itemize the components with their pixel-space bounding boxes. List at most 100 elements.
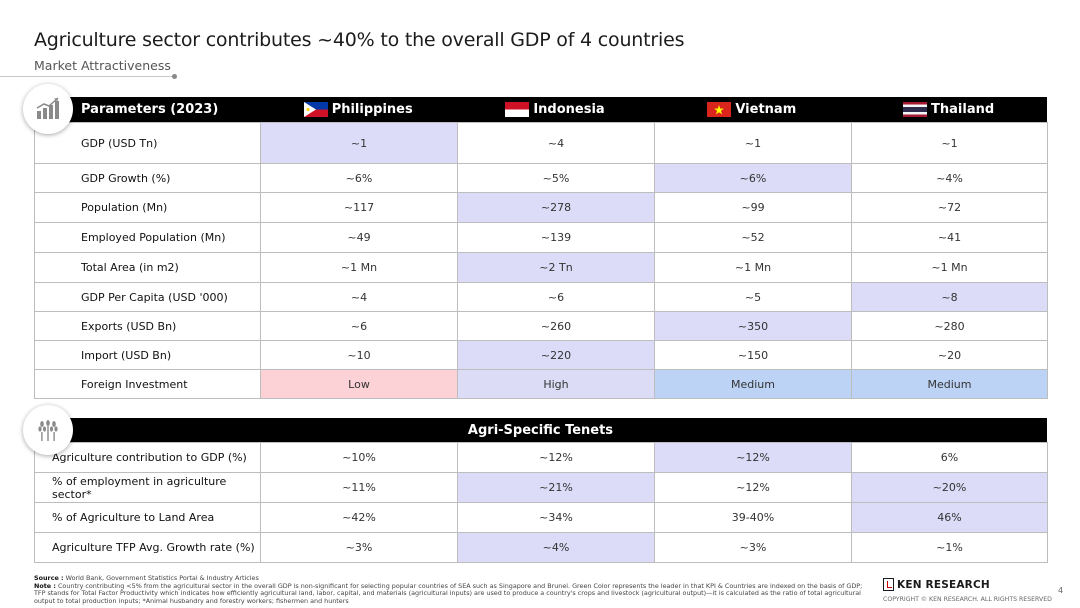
row-label: Employed Population (Mn) bbox=[34, 222, 261, 253]
wheat-icon bbox=[23, 405, 73, 455]
ken-research-logo: KEN RESEARCH bbox=[883, 578, 990, 591]
table-cell: Low bbox=[260, 369, 458, 399]
table-cell: ~12% bbox=[654, 472, 852, 503]
page-subtitle: Market Attractiveness bbox=[34, 58, 171, 73]
table-cell: ~49 bbox=[260, 222, 458, 253]
subtitle-divider bbox=[0, 76, 174, 77]
table-cell: ~21% bbox=[457, 472, 655, 503]
table-cell: ~6% bbox=[260, 163, 458, 193]
table-cell: ~6 bbox=[457, 282, 655, 312]
thailand-flag-icon bbox=[903, 102, 928, 117]
country-header-philippines: Philippines bbox=[260, 102, 457, 117]
table-row: Employed Population (Mn) ~49 ~139 ~52 ~41 bbox=[34, 222, 1048, 253]
table-row: Import (USD Bn) ~10 ~220 ~150 ~20 bbox=[34, 340, 1048, 370]
indonesia-flag-icon bbox=[505, 102, 530, 117]
philippines-flag-icon bbox=[303, 102, 328, 117]
row-label: Population (Mn) bbox=[34, 192, 261, 223]
agri-tenets-header: Agri-Specific Tenets bbox=[34, 418, 1047, 442]
logo-text: KEN RESEARCH bbox=[897, 578, 990, 591]
table-cell: ~8 bbox=[851, 282, 1048, 312]
ken-research-logo-mark-icon bbox=[883, 578, 894, 591]
table-cell: ~4 bbox=[457, 122, 655, 164]
table-cell: ~6% bbox=[654, 163, 852, 193]
country-name: Vietnam bbox=[735, 102, 797, 117]
table-cell: ~280 bbox=[851, 311, 1048, 341]
row-label: GDP (USD Tn) bbox=[34, 122, 261, 164]
table-cell: ~3% bbox=[654, 532, 852, 563]
row-label: Agriculture TFP Avg. Growth rate (%) bbox=[34, 532, 261, 563]
table-cell: ~1% bbox=[851, 532, 1048, 563]
table-cell: High bbox=[457, 369, 655, 399]
vietnam-flag-icon bbox=[707, 102, 732, 117]
source-label: Source : bbox=[34, 574, 64, 582]
table-cell: ~12% bbox=[457, 442, 655, 473]
table-row: GDP Per Capita (USD '000) ~4 ~6 ~5 ~8 bbox=[34, 282, 1048, 312]
table-cell: 39-40% bbox=[654, 502, 852, 533]
row-label: Exports (USD Bn) bbox=[34, 311, 261, 341]
table-cell: ~34% bbox=[457, 502, 655, 533]
table-cell: ~10% bbox=[260, 442, 458, 473]
row-label: GDP Growth (%) bbox=[34, 163, 261, 193]
row-label: GDP Per Capita (USD '000) bbox=[34, 282, 261, 312]
note-text: Country contributing <5% from the agricu… bbox=[34, 581, 863, 605]
table-cell: ~1 bbox=[654, 122, 852, 164]
agri-tenets-header-label: Agri-Specific Tenets bbox=[467, 422, 614, 438]
table-cell: ~6 bbox=[260, 311, 458, 341]
table-cell: ~10 bbox=[260, 340, 458, 370]
table-cell: ~1 Mn bbox=[851, 252, 1048, 283]
parameters-header: Parameters (2023) Philippines Indonesia … bbox=[34, 97, 1047, 122]
table-cell: Medium bbox=[851, 369, 1048, 399]
row-label: % of employment in agriculture sector* bbox=[34, 472, 261, 503]
table-row: Total Area (in m2) ~1 Mn ~2 Tn ~1 Mn ~1 Mn bbox=[34, 252, 1048, 283]
table-cell: ~12% bbox=[654, 442, 852, 473]
subtitle-divider-dot bbox=[172, 74, 177, 79]
page-title: Agriculture sector contributes ~40% to t… bbox=[34, 29, 685, 51]
country-header-indonesia: Indonesia bbox=[457, 102, 654, 117]
table-cell: ~72 bbox=[851, 192, 1048, 223]
table-cell: ~99 bbox=[654, 192, 852, 223]
note-line: Note : Country contributing <5% from the… bbox=[34, 581, 874, 606]
table-cell: ~260 bbox=[457, 311, 655, 341]
table-row: Agriculture contribution to GDP (%) ~10% ~… bbox=[34, 442, 1048, 473]
row-label: % of Agriculture to Land Area bbox=[34, 502, 261, 533]
country-header-vietnam: Vietnam bbox=[653, 102, 850, 117]
parameters-header-label: Parameters (2023) bbox=[81, 102, 219, 117]
table-cell: ~52 bbox=[654, 222, 852, 253]
table-cell: Medium bbox=[654, 369, 852, 399]
footnote: Source : World Bank, Government Statisti… bbox=[34, 574, 874, 606]
table-cell: ~220 bbox=[457, 340, 655, 370]
table-cell: 6% bbox=[851, 442, 1048, 473]
table-cell: ~5 bbox=[654, 282, 852, 312]
row-label: Foreign Investment bbox=[34, 369, 261, 399]
note-label: Note : bbox=[34, 581, 56, 590]
copyright-text: COPYRIGHT © KEN RESEARCH. ALL RIGHTS RES… bbox=[883, 596, 1052, 603]
table-row: GDP (USD Tn) ~1 ~4 ~1 ~1 bbox=[34, 122, 1048, 164]
table-row: Population (Mn) ~117 ~278 ~99 ~72 bbox=[34, 192, 1048, 223]
bar-chart-growth-icon bbox=[23, 84, 73, 134]
table-cell: ~20% bbox=[851, 472, 1048, 503]
table-cell: ~20 bbox=[851, 340, 1048, 370]
table-row: Exports (USD Bn) ~6 ~260 ~350 ~280 bbox=[34, 311, 1048, 341]
row-label: Total Area (in m2) bbox=[34, 252, 261, 283]
table-cell: ~139 bbox=[457, 222, 655, 253]
table-cell: ~1 bbox=[260, 122, 458, 164]
table-cell: ~1 Mn bbox=[260, 252, 458, 283]
table-cell: ~150 bbox=[654, 340, 852, 370]
source-text: World Bank, Government Statistics Portal… bbox=[65, 574, 259, 582]
table-cell: ~42% bbox=[260, 502, 458, 533]
table-row: GDP Growth (%) ~6% ~5% ~6% ~4% bbox=[34, 163, 1048, 193]
row-label: Import (USD Bn) bbox=[34, 340, 261, 370]
country-name: Philippines bbox=[331, 102, 413, 117]
table-cell: ~11% bbox=[260, 472, 458, 503]
table-cell: 46% bbox=[851, 502, 1048, 533]
table-cell: ~350 bbox=[654, 311, 852, 341]
table-cell: ~1 bbox=[851, 122, 1048, 164]
table-cell: ~3% bbox=[260, 532, 458, 563]
country-name: Thailand bbox=[931, 102, 995, 117]
table-cell: ~5% bbox=[457, 163, 655, 193]
source-line: Source : World Bank, Government Statisti… bbox=[34, 574, 874, 583]
table-cell: ~41 bbox=[851, 222, 1048, 253]
table-cell: ~4 bbox=[260, 282, 458, 312]
country-name: Indonesia bbox=[533, 102, 605, 117]
table-cell: ~2 Tn bbox=[457, 252, 655, 283]
